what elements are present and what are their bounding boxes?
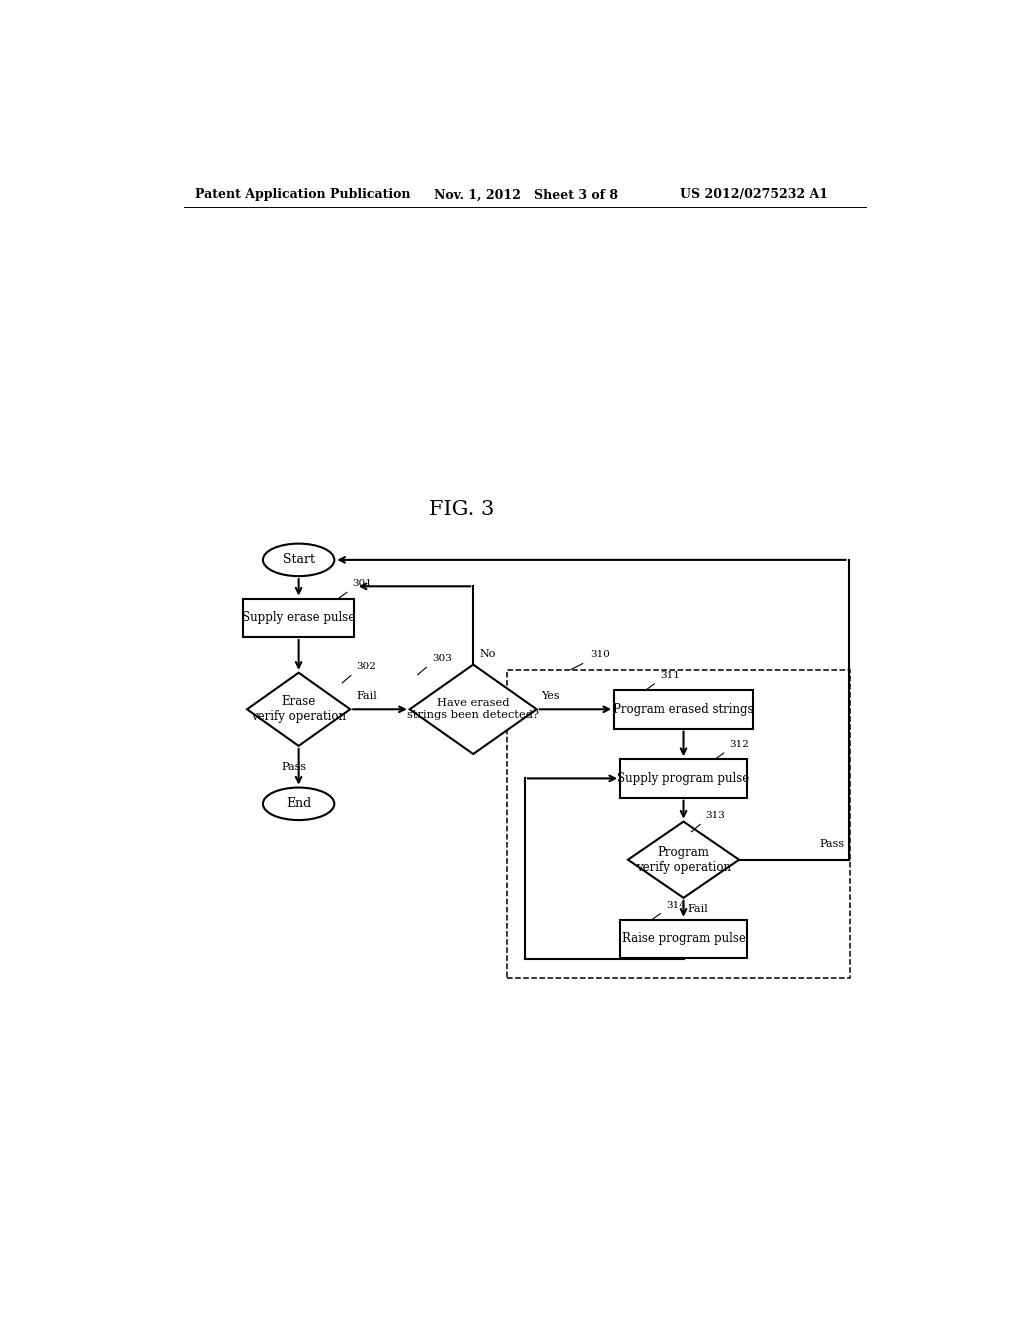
Text: Fail: Fail [687,904,709,913]
Text: Supply program pulse: Supply program pulse [617,772,750,785]
Text: 312: 312 [729,741,750,748]
Text: 311: 311 [660,671,680,680]
Text: FIG. 3: FIG. 3 [429,499,494,519]
Text: 302: 302 [356,661,377,671]
Text: 313: 313 [706,810,726,820]
Text: Program
verify operation: Program verify operation [636,846,731,874]
Bar [507,669,850,978]
Polygon shape [628,821,739,898]
Text: 301: 301 [352,579,373,589]
Text: No: No [479,649,496,660]
Text: Fail: Fail [356,692,377,701]
Text: Raise program pulse: Raise program pulse [622,932,745,945]
Text: Yes: Yes [541,692,559,701]
Text: Start: Start [283,553,314,566]
Bar [614,690,753,729]
Text: End: End [286,797,311,810]
Bar [243,598,354,638]
Text: Nov. 1, 2012   Sheet 3 of 8: Nov. 1, 2012 Sheet 3 of 8 [433,189,617,202]
Text: Erase
verify operation: Erase verify operation [251,696,346,723]
Polygon shape [247,673,350,746]
Text: Program erased strings: Program erased strings [613,702,754,715]
Bar [620,759,746,797]
Text: Pass: Pass [819,840,845,850]
Bar [620,920,746,958]
Text: 314: 314 [666,900,686,909]
Text: Pass: Pass [282,762,306,772]
Text: Supply erase pulse: Supply erase pulse [242,611,355,624]
Text: US 2012/0275232 A1: US 2012/0275232 A1 [680,189,827,202]
Text: Patent Application Publication: Patent Application Publication [196,189,411,202]
Text: 310: 310 [591,651,610,660]
Text: Have erased
strings been detected?: Have erased strings been detected? [408,698,540,721]
Text: 303: 303 [432,653,452,663]
Ellipse shape [263,544,334,576]
Polygon shape [410,664,537,754]
Ellipse shape [263,788,334,820]
